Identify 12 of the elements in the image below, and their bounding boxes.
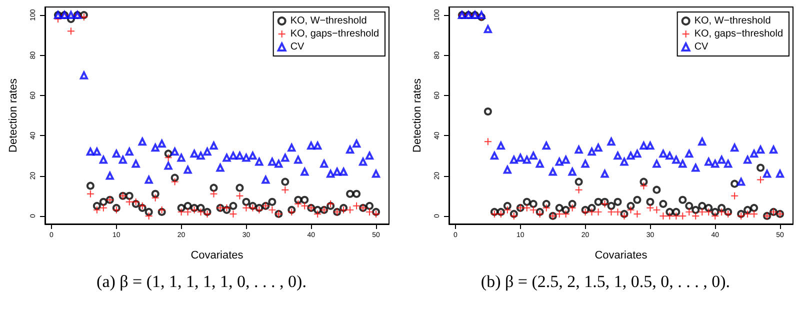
x-axis-title: Covariates: [190, 250, 244, 262]
legend-label: CV: [694, 42, 709, 52]
legend-label: CV: [290, 42, 305, 52]
legend-label: KO, gaps−threshold: [290, 28, 380, 40]
legend-label: KO, W−threshold: [694, 16, 771, 26]
x-axis-title: Covariates: [594, 250, 648, 262]
y-axis-title: Detection rates: [412, 78, 424, 152]
legend-label: KO, W−threshold: [290, 16, 367, 26]
text: (b) β = (2.5, 2, 1.5, 1, 0.5, 0, . . . , 0).: [480, 272, 732, 292]
legend-label: KO, gaps−threshold: [694, 28, 784, 40]
y-axis-title: Detection rates: [8, 78, 20, 152]
text: (a) β = (1, 1, 1, 1, 1, 0, . . . , 0).: [96, 272, 308, 292]
